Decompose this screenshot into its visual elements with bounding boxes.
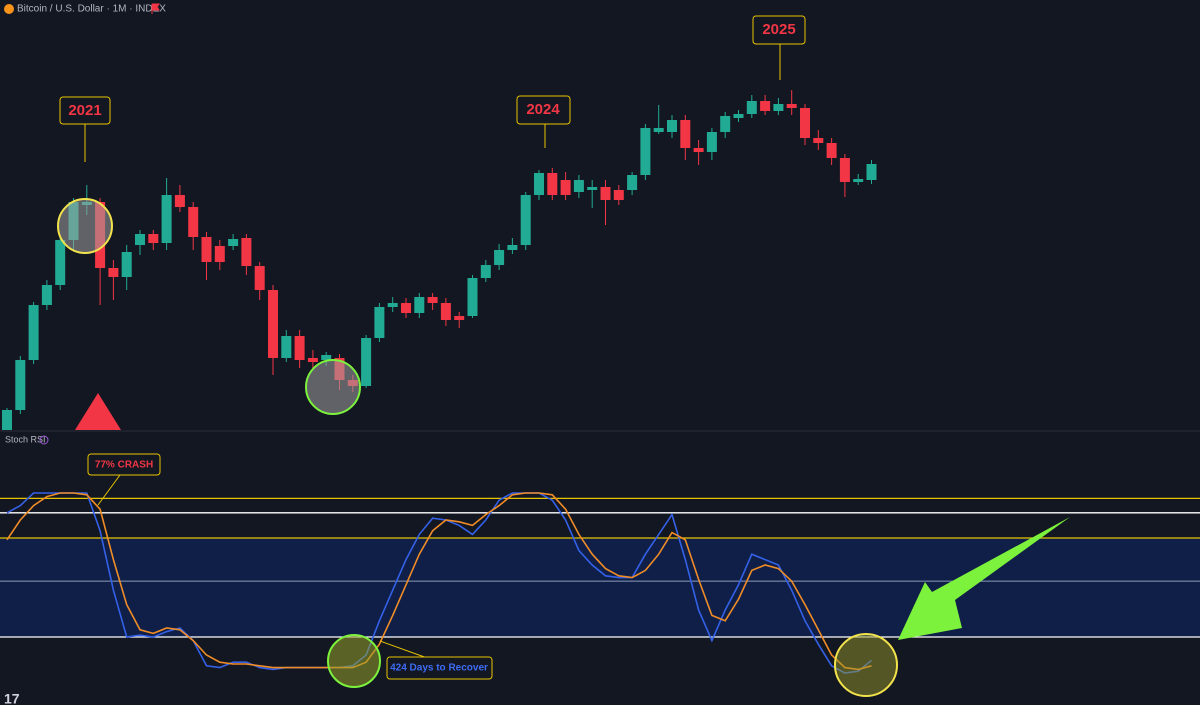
candle-body <box>653 128 664 132</box>
stoch-line <box>6 492 873 674</box>
candle-body <box>361 338 372 386</box>
candle-body <box>28 305 39 360</box>
candle-body <box>507 245 518 250</box>
candle-body <box>480 265 491 278</box>
stoch-line <box>6 492 872 671</box>
candle-body <box>387 303 398 307</box>
candle-body <box>427 297 438 303</box>
callout-text: 424 Days to Recover <box>390 663 488 674</box>
candle-body <box>800 108 810 138</box>
candle-body <box>228 239 239 246</box>
flag-icon <box>151 3 160 14</box>
chart-title: Bitcoin / U.S. Dollar · 1M · INDEX <box>17 4 166 15</box>
candle-body <box>853 179 864 182</box>
candle-body <box>268 290 278 358</box>
candle-body <box>547 173 558 195</box>
candle-body <box>746 101 757 114</box>
callout-text: 77% CRASH <box>95 460 153 471</box>
candle-body <box>760 101 771 111</box>
candle-body <box>201 237 212 262</box>
candle-body <box>667 120 677 132</box>
candle-body <box>188 207 199 237</box>
candle-body <box>706 132 717 152</box>
candle-body <box>627 175 638 190</box>
candle-body <box>826 143 837 158</box>
candle-body <box>55 240 66 285</box>
candle-body <box>600 187 611 200</box>
arrow <box>898 517 1070 640</box>
callout-text: 2024 <box>526 101 560 118</box>
candle-body <box>520 195 531 245</box>
candle-body <box>281 336 292 358</box>
candle-body <box>135 234 145 245</box>
candle-body <box>640 128 651 175</box>
callout-pointer <box>84 44 781 660</box>
candle-body <box>467 278 478 316</box>
callout-text: 2025 <box>762 21 795 38</box>
stoch-pane <box>0 492 1200 674</box>
callout-box <box>386 656 493 680</box>
highlight-circle <box>57 198 113 254</box>
callout-box <box>87 453 161 476</box>
symbol-icon <box>4 4 14 14</box>
candle-body <box>494 250 505 265</box>
candle-body <box>573 180 584 192</box>
candle-body <box>693 148 704 152</box>
candle-body <box>148 234 159 243</box>
overlay: 2021 2024 2025 77% CRASH 424 Days to Rec… <box>4 15 1070 705</box>
candle-body <box>241 238 252 266</box>
highlight-circle <box>327 634 381 688</box>
candle-body <box>254 266 265 290</box>
pane-title: Stoch RSI <box>5 434 46 444</box>
indicator-icon <box>39 435 49 445</box>
candle-body <box>733 114 744 118</box>
band <box>0 538 1200 637</box>
candle-body <box>121 252 132 277</box>
candle-body <box>440 303 451 320</box>
candle-body <box>866 164 877 180</box>
callout-box <box>752 15 806 45</box>
candle-body <box>401 303 411 313</box>
triangle-marker <box>75 393 121 430</box>
candle-body <box>534 173 544 195</box>
candle-body <box>294 336 305 360</box>
candle-body <box>161 195 172 243</box>
candle-body <box>454 316 465 320</box>
candle-body <box>587 187 598 190</box>
candle-body <box>15 360 26 410</box>
highlight-circle <box>834 633 898 697</box>
candle-body <box>773 104 784 111</box>
callout-text: 2021 <box>68 102 101 119</box>
candle-body <box>720 116 731 132</box>
callout-box <box>516 95 571 125</box>
candle-body <box>374 307 385 338</box>
candle-body <box>174 195 185 207</box>
candle-body <box>2 410 12 430</box>
candle-body <box>321 355 332 360</box>
candle-body <box>560 180 571 195</box>
highlight-circle <box>305 359 361 415</box>
candle-body <box>414 297 425 313</box>
candle-body <box>839 158 850 182</box>
candle-body <box>214 246 225 262</box>
candle-body <box>613 190 624 200</box>
candle-body <box>813 138 824 143</box>
candle-body <box>41 285 52 305</box>
candle-body <box>680 120 691 148</box>
candle-body <box>108 268 119 277</box>
callout-box <box>59 96 111 125</box>
candle-body <box>786 104 797 108</box>
candle-body <box>307 358 318 362</box>
logo: 17 <box>4 691 20 705</box>
